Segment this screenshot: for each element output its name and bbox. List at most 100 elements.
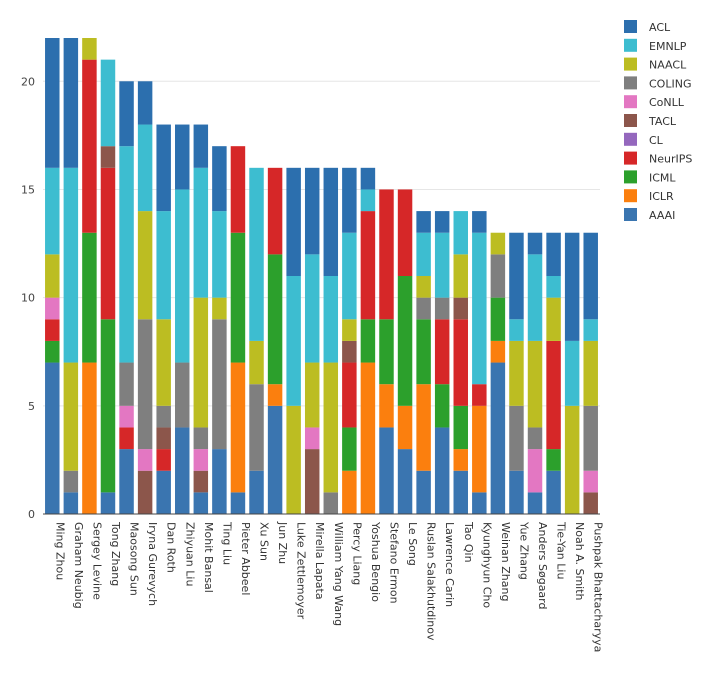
bar-segment-coling[interactable] [119,362,134,406]
bar-segment-acl[interactable] [564,232,580,341]
bar-stack[interactable] [546,232,561,514]
bar-segment-icml[interactable] [453,405,468,450]
bar-segment-iclr[interactable] [342,470,357,514]
bar-segment-acl[interactable] [119,81,134,147]
bar-segment-aaai[interactable] [156,470,171,514]
bar-segment-conll[interactable] [527,449,543,493]
bar-stack[interactable] [249,167,264,514]
legend-item-iclr[interactable]: ICLR [624,189,674,203]
bar-segment-acl[interactable] [434,211,450,233]
bar-segment-aaai[interactable] [416,470,431,514]
bar-segment-naacl[interactable] [137,211,153,320]
bar-segment-acl[interactable] [360,167,376,190]
legend-item-acl[interactable]: ACL [624,20,671,34]
bar-stack[interactable] [100,59,116,514]
bar-segment-icml[interactable] [490,297,506,341]
bar-segment-aaai[interactable] [453,470,468,514]
bar-segment-acl[interactable] [137,81,153,125]
bar-segment-acl[interactable] [45,38,60,168]
bar-segment-iclr[interactable] [267,384,283,406]
bar-segment-coling[interactable] [509,405,524,471]
bar-segment-neurips[interactable] [453,319,468,406]
bar-segment-aaai[interactable] [175,427,190,514]
bar-segment-naacl[interactable] [564,405,580,514]
bar-segment-conll[interactable] [583,470,598,493]
legend-item-tacl[interactable]: TACL [624,114,677,128]
bar-stack[interactable] [193,124,209,514]
bar-segment-naacl[interactable] [82,38,97,60]
bar-segment-iclr[interactable] [490,340,506,363]
bar-segment-neurips[interactable] [397,189,413,276]
bar-segment-tacl[interactable] [156,427,171,450]
bar-segment-coling[interactable] [323,492,339,514]
bar-segment-aaai[interactable] [212,449,227,514]
bar-segment-icml[interactable] [360,319,376,363]
bar-segment-aaai[interactable] [472,492,487,514]
bar-stack[interactable] [45,38,60,514]
legend-item-aaai[interactable]: AAAI [624,208,675,222]
bar-segment-acl[interactable] [583,232,598,320]
bar-segment-acl[interactable] [175,124,190,190]
bar-segment-emnlp[interactable] [564,340,580,406]
bar-stack[interactable] [212,146,227,514]
bar-segment-naacl[interactable] [193,297,209,428]
bar-stack[interactable] [509,232,524,514]
bar-stack[interactable] [564,232,580,514]
bar-stack[interactable] [267,167,283,514]
bar-segment-coling[interactable] [175,362,190,428]
bar-segment-emnlp[interactable] [416,232,431,276]
bar-stack[interactable] [527,232,543,514]
bar-stack[interactable] [342,167,357,514]
bar-segment-acl[interactable] [286,167,301,276]
bar-segment-emnlp[interactable] [304,254,320,363]
bar-segment-aaai[interactable] [490,362,506,514]
bar-segment-icml[interactable] [397,276,413,406]
bar-stack[interactable] [230,146,246,514]
legend-item-conll[interactable]: CoNLL [624,95,685,109]
bar-stack[interactable] [175,124,190,514]
bar-segment-naacl[interactable] [583,340,598,406]
bar-segment-acl[interactable] [472,211,487,233]
legend-item-cl[interactable]: CL [624,132,664,147]
bar-segment-emnlp[interactable] [453,211,468,255]
bar-segment-naacl[interactable] [527,340,543,428]
legend-item-coling[interactable]: COLING [624,76,691,90]
legend-item-emnlp[interactable]: EMNLP [624,38,687,53]
bar-segment-emnlp[interactable] [63,167,79,363]
bar-stack[interactable] [583,232,598,514]
bar-segment-tacl[interactable] [342,340,357,363]
bar-segment-conll[interactable] [45,297,60,320]
bar-segment-coling[interactable] [249,384,264,471]
bar-segment-icml[interactable] [82,232,97,363]
bar-segment-naacl[interactable] [416,276,431,298]
bar-segment-coling[interactable] [527,427,543,450]
bar-segment-iclr[interactable] [230,362,246,493]
bar-segment-naacl[interactable] [212,297,227,320]
bar-segment-tacl[interactable] [583,492,598,514]
bar-segment-naacl[interactable] [490,232,506,255]
bar-segment-aaai[interactable] [45,362,60,514]
bar-segment-emnlp[interactable] [583,319,598,341]
bar-segment-aaai[interactable] [509,470,524,514]
bar-segment-naacl[interactable] [286,405,301,514]
bar-segment-tacl[interactable] [137,470,153,514]
bar-stack[interactable] [156,124,171,514]
bar-segment-icml[interactable] [45,340,60,363]
bar-segment-coling[interactable] [434,297,450,320]
bar-stack[interactable] [137,81,153,514]
bar-segment-aaai[interactable] [193,492,209,514]
bar-segment-neurips[interactable] [546,340,561,450]
bar-segment-emnlp[interactable] [546,276,561,298]
bar-segment-iclr[interactable] [453,449,468,471]
bar-segment-emnlp[interactable] [527,254,543,341]
bar-segment-naacl[interactable] [156,319,171,406]
bar-segment-aaai[interactable] [527,492,543,514]
bar-segment-emnlp[interactable] [175,189,190,363]
bar-stack[interactable] [82,38,97,514]
bar-segment-acl[interactable] [527,232,543,255]
bar-segment-aaai[interactable] [434,427,450,514]
bar-segment-conll[interactable] [193,449,209,471]
bar-segment-neurips[interactable] [45,319,60,341]
bar-segment-acl[interactable] [416,211,431,233]
bar-segment-coling[interactable] [193,427,209,450]
